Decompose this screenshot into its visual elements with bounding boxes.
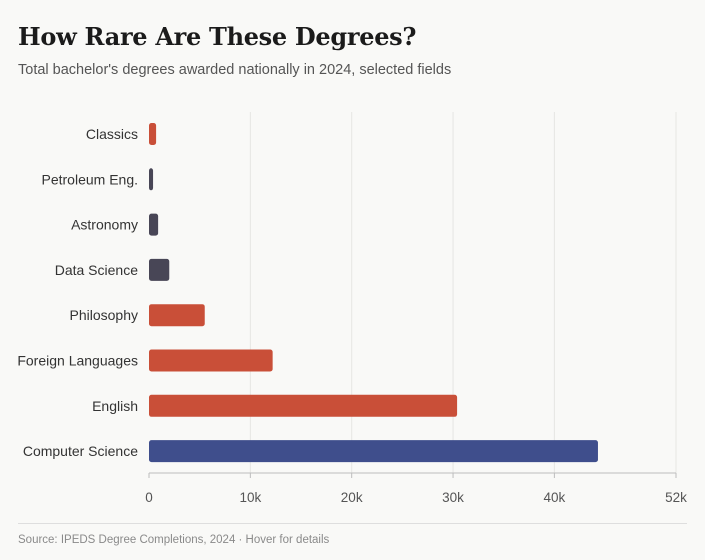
- x-tick-label: 20k: [341, 490, 363, 505]
- category-label: Classics: [86, 126, 138, 142]
- bar-computer-science[interactable]: [149, 440, 598, 463]
- bar-astronomy[interactable]: [149, 213, 159, 236]
- footer-source: Source: IPEDS Degree Completions, 2024 ·…: [18, 534, 330, 546]
- category-label: Computer Science: [23, 443, 138, 459]
- x-tick-label: 10k: [239, 490, 261, 505]
- category-label: Foreign Languages: [17, 353, 138, 369]
- x-tick-label: 40k: [543, 490, 565, 505]
- bar-data-science[interactable]: [149, 258, 170, 281]
- category-label: Philosophy: [70, 307, 139, 323]
- x-tick-label: 30k: [442, 490, 464, 505]
- chart-title: How Rare Are These Degrees?: [18, 22, 417, 51]
- bar-philosophy[interactable]: [149, 304, 205, 327]
- bar-petroleum-eng[interactable]: [149, 168, 154, 191]
- category-labels: Classics Petroleum Eng. Astronomy Data Scie…: [17, 126, 138, 459]
- bar-english[interactable]: [149, 394, 458, 417]
- bar-chart: 0 10k 20k 30k 40k 52k Classics Petroleum Eng. A…: [17, 112, 687, 505]
- bar-classics[interactable]: [149, 123, 157, 145]
- chart-subtitle: Total bachelor's degrees awarded nationa…: [18, 62, 452, 78]
- gridlines: [249, 112, 677, 473]
- bar-foreign-languages[interactable]: [149, 349, 273, 372]
- x-tick-label: 0: [145, 490, 153, 505]
- footer-divider: [18, 523, 687, 524]
- category-label: Data Science: [55, 262, 138, 278]
- category-label: Petroleum Eng.: [42, 171, 139, 187]
- bars: [149, 123, 598, 463]
- category-label: Astronomy: [71, 217, 138, 233]
- x-tick-label: 52k: [665, 490, 687, 505]
- x-axis: 0 10k 20k 30k 40k 52k: [145, 472, 687, 505]
- category-label: English: [92, 398, 138, 414]
